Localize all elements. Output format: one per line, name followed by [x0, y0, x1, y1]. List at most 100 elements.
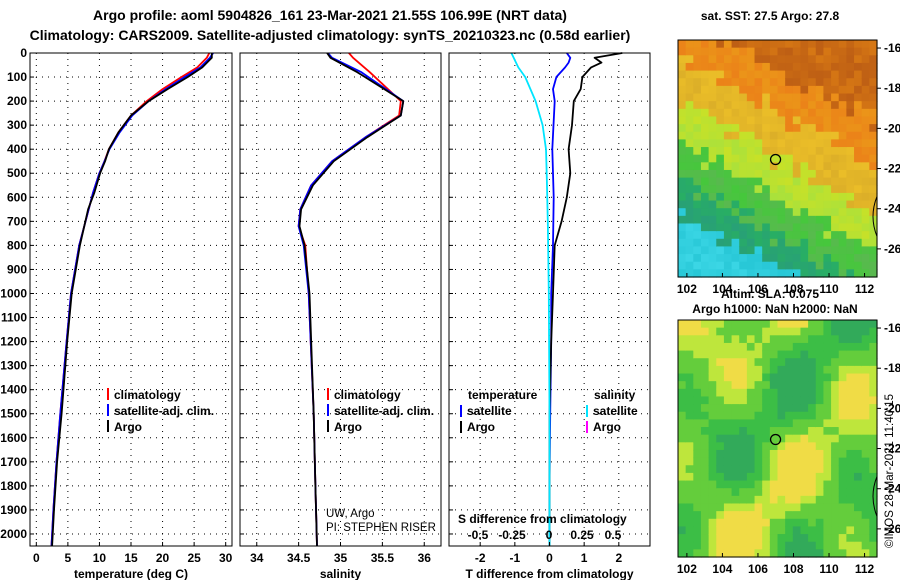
map-cell — [685, 246, 694, 255]
map-cell — [808, 154, 817, 163]
map-cell — [838, 434, 847, 443]
map-cell — [838, 269, 847, 278]
map-cell — [808, 434, 817, 443]
map-cell — [823, 495, 832, 505]
x-tick-label: 36 — [418, 551, 432, 565]
map-cell — [831, 465, 840, 474]
map-cell — [678, 47, 687, 56]
map-cell — [746, 526, 756, 535]
legend-label-climatology: climatology — [334, 388, 401, 402]
map-cell — [777, 101, 786, 110]
map-cell — [708, 177, 717, 186]
map-cell — [869, 200, 878, 209]
map-cell — [815, 472, 825, 482]
map-cell — [808, 70, 817, 79]
map-cell — [746, 154, 756, 163]
map-cell — [769, 541, 779, 550]
map-cell — [769, 246, 779, 255]
map-cell — [823, 449, 832, 459]
map-cell — [815, 457, 825, 466]
map-cell — [700, 78, 710, 87]
map-cell — [838, 116, 847, 125]
map-cell — [869, 434, 878, 443]
map-cell — [693, 541, 702, 550]
map-cell — [869, 231, 878, 240]
map-cell — [746, 480, 756, 489]
map-cell — [785, 62, 794, 72]
map-cell — [693, 254, 702, 263]
map-cell — [838, 373, 847, 382]
map-cell — [838, 147, 847, 156]
map-cell — [823, 411, 832, 420]
map-cell — [800, 116, 809, 125]
legend-difference: temperature salinity satellite Argo sate… — [458, 388, 638, 542]
map-cell — [693, 365, 702, 375]
map-cell — [815, 254, 825, 263]
legend-label-temp-satellite: satellite — [467, 404, 512, 418]
map-cell — [678, 93, 687, 102]
map-cell — [823, 101, 832, 110]
map-cell — [846, 85, 855, 95]
map-cell — [869, 154, 878, 163]
map-cell — [693, 162, 702, 171]
coastline — [872, 196, 878, 237]
map-cell — [678, 480, 687, 489]
map-cell — [838, 518, 847, 528]
map-cell — [792, 254, 802, 263]
map-cell — [792, 124, 802, 133]
map-cell — [693, 396, 702, 405]
map-cell — [700, 147, 710, 156]
map-cell — [861, 108, 870, 118]
map-cell — [678, 449, 687, 459]
map-cell — [846, 342, 855, 352]
map-cell — [716, 327, 725, 336]
map-cell — [769, 358, 779, 367]
map-cell — [708, 488, 717, 497]
map-cell — [785, 503, 794, 512]
map-cell — [708, 254, 717, 263]
map-cell — [762, 373, 771, 382]
map-cell — [731, 154, 740, 163]
map-cell — [708, 108, 717, 118]
map-cell — [754, 434, 763, 443]
map-cell — [846, 472, 855, 482]
map-cell — [716, 70, 725, 79]
map-cell — [769, 320, 779, 329]
map-cell — [754, 503, 763, 512]
map-cell — [792, 101, 802, 110]
map-cell — [823, 549, 832, 558]
map-cell — [861, 162, 870, 171]
map-cell — [838, 93, 847, 102]
map-cell — [854, 78, 863, 87]
map-cell — [700, 488, 710, 497]
map-cell — [869, 185, 878, 194]
map-cell — [808, 269, 817, 278]
map-cell — [716, 55, 725, 64]
map-cell — [685, 526, 694, 535]
map-cell — [754, 320, 763, 329]
map-cell — [769, 223, 779, 232]
map-cell — [731, 472, 740, 482]
map-cell — [754, 40, 763, 49]
map-cell — [846, 131, 855, 140]
map-cell — [815, 411, 825, 420]
map-cell — [746, 269, 756, 278]
map-cell — [815, 549, 825, 558]
map-cell — [792, 488, 802, 497]
s-diff-tick-label: 0.25 — [570, 528, 594, 542]
map-cell — [815, 541, 825, 550]
map-cell — [739, 169, 748, 179]
map-cell — [777, 434, 786, 443]
map-cell — [769, 495, 779, 505]
map-cell — [831, 511, 840, 520]
map-cell — [838, 139, 847, 148]
map-cell — [846, 208, 855, 217]
map-x-tick-label: 112 — [855, 282, 875, 296]
map-cell — [838, 541, 847, 550]
map-cell — [678, 434, 687, 443]
map-cell — [838, 192, 847, 202]
map-cell — [792, 404, 802, 413]
map-x-tick-label: 106 — [748, 282, 768, 296]
map-cell — [685, 192, 694, 202]
map-cell — [716, 442, 725, 451]
